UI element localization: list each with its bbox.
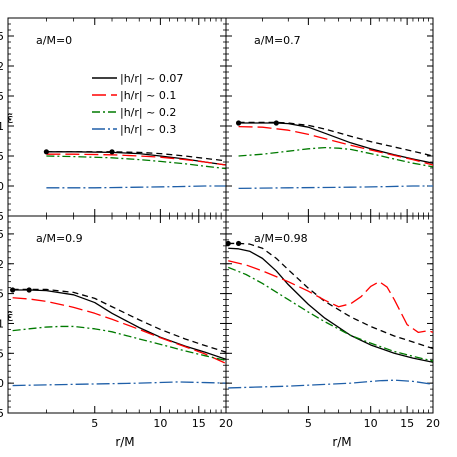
y-tick-label: −0.05 (0, 210, 4, 223)
series-line (238, 125, 433, 166)
y-tick-label: 0.05 (0, 347, 4, 360)
panel-1: −0.05 0 0.05 0.1 0.15 0.2 0.25 a/M=0 (0, 17, 227, 223)
x-axis-label-left: r/M (115, 435, 134, 449)
y-tick-label: 0.1 (0, 317, 4, 330)
panels: −0.0500.050.10.150.20.25a/M=0a/M=0.7−0.0… (0, 17, 440, 430)
data-marker (235, 120, 242, 126)
panel-2: a/M=0.7 (225, 17, 434, 217)
panel-3: −0.05 0 0.05 0.1 0.15 0.2 0.25 5 10 15 20 a/M=0.9 (0, 215, 233, 430)
x-tick-label: 15 (192, 417, 206, 430)
y-tick-label: 0.25 (0, 30, 4, 43)
y-tick-label: 0.2 (0, 258, 4, 271)
series-line (46, 153, 226, 166)
series-line (46, 185, 226, 189)
legend-label: |h/r| ~ 0.1 (120, 89, 176, 102)
x-tick-label: 5 (91, 417, 98, 430)
data-marker (109, 149, 115, 155)
legend-label: |h/r| ~ 0.07 (120, 72, 183, 85)
y-tick-label: 0 (0, 180, 4, 193)
data-marker (226, 240, 231, 247)
panel-frame (7, 17, 227, 217)
x-axis-label-right: r/M (332, 435, 351, 449)
y-tick-label: 0.1 (0, 120, 4, 133)
series-line (228, 247, 433, 363)
x-tick-label: 20 (426, 417, 440, 430)
series-line (238, 185, 433, 190)
panel-frame (225, 215, 434, 414)
series-line (228, 379, 433, 389)
series-line (12, 381, 226, 387)
y-tick-label: 0.05 (0, 150, 4, 163)
y-tick-label: 0.15 (0, 90, 4, 103)
series-line (46, 151, 226, 162)
series-line (238, 146, 433, 168)
panel-4: 5 10 15 20 a/M=0.98 (225, 215, 440, 430)
data-marker (26, 287, 32, 293)
panel-label: a/M=0.7 (254, 34, 301, 47)
legend-label: |h/r| ~ 0.3 (120, 123, 176, 136)
data-marker (235, 240, 242, 247)
data-marker (43, 149, 49, 155)
series-line (12, 289, 226, 360)
x-tick-label: 5 (305, 417, 312, 430)
series-line (12, 297, 226, 365)
series-line (238, 122, 433, 164)
x-tick-label: 15 (400, 417, 414, 430)
x-tick-label: 10 (153, 417, 167, 430)
series-line (238, 121, 433, 157)
data-marker (10, 287, 16, 293)
x-tick-label: 20 (219, 417, 233, 430)
panel-label: a/M=0 (36, 34, 72, 47)
y-tick-label: 0.15 (0, 288, 4, 301)
y-axis-label-bottom: ε̃ (7, 310, 14, 324)
legend: |h/r| ~ 0.07 |h/r| ~ 0.1 |h/r| ~ 0.2 |h/r| … (92, 72, 183, 136)
series-line (228, 242, 433, 350)
y-axis-label-top: ε̃ (7, 112, 14, 126)
panel-label: a/M=0.9 (36, 232, 83, 245)
x-tick-label: 10 (364, 417, 378, 430)
series-line (46, 155, 226, 170)
y-tick-label: −0.05 (0, 407, 4, 420)
data-marker (273, 120, 279, 126)
series-line (12, 288, 226, 353)
legend-label: |h/r| ~ 0.2 (120, 106, 176, 119)
y-tick-label: 0.25 (0, 228, 4, 241)
series-line (12, 325, 226, 362)
y-tick-label: 0 (0, 377, 4, 390)
series-line (227, 266, 433, 362)
series-line (228, 260, 433, 334)
y-tick-label: 0.2 (0, 60, 4, 73)
panel-label: a/M=0.98 (254, 232, 308, 245)
panel-frame (7, 215, 227, 414)
